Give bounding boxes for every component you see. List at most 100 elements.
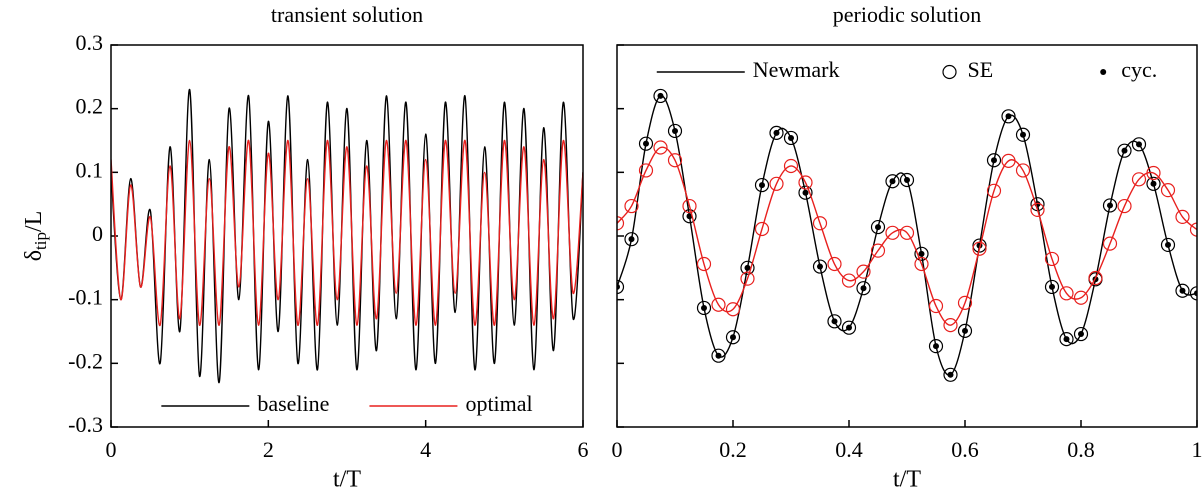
series-line xyxy=(111,139,583,326)
legend-symbol xyxy=(1100,69,1107,75)
circle-marker xyxy=(943,318,958,333)
dot-marker xyxy=(918,250,925,257)
plot-frame xyxy=(616,44,1198,428)
y-axis-label: δtip/L xyxy=(21,211,50,262)
dot-marker xyxy=(889,178,896,185)
dot-marker xyxy=(933,343,939,350)
circle-marker xyxy=(624,232,639,247)
x-tick-label: 0 xyxy=(106,437,117,462)
dot-marker xyxy=(947,371,954,378)
circle-marker xyxy=(1030,202,1045,217)
circle-marker xyxy=(870,219,886,235)
circle-marker xyxy=(638,136,654,151)
dot-marker xyxy=(875,224,881,231)
circle-marker xyxy=(1073,326,1089,342)
circle-marker xyxy=(740,271,755,286)
circle-marker xyxy=(928,298,944,314)
legend-label: Newmark xyxy=(753,57,840,82)
circle-marker xyxy=(696,300,712,316)
circle-marker xyxy=(783,158,799,174)
series-line xyxy=(111,88,583,384)
circle-marker xyxy=(870,243,886,258)
legend-label: baseline xyxy=(257,391,329,416)
dot-marker xyxy=(1136,141,1142,148)
circle-marker xyxy=(885,174,900,189)
y-tick-label: -0.3 xyxy=(68,412,103,437)
plot-frame xyxy=(110,44,584,428)
x-tick-label: 0.4 xyxy=(835,437,863,462)
dot-marker xyxy=(904,176,910,183)
circle-marker xyxy=(1175,283,1190,298)
dot-marker xyxy=(817,263,823,270)
dot-marker xyxy=(1049,283,1055,290)
y-label-rest: /L xyxy=(21,211,47,232)
dot-marker xyxy=(701,304,707,311)
circle-marker xyxy=(1001,153,1016,168)
y-label-sub: tip xyxy=(31,232,50,250)
dot-marker xyxy=(759,182,765,189)
dot-marker xyxy=(1150,180,1157,187)
circle-marker xyxy=(856,264,871,279)
circle-marker xyxy=(899,172,915,188)
circle-marker xyxy=(812,259,828,274)
x-tick-label: 0.2 xyxy=(719,437,747,462)
dot-marker xyxy=(744,264,751,271)
circle-marker xyxy=(914,246,929,261)
circle-marker xyxy=(798,175,813,190)
dot-marker xyxy=(831,318,838,325)
dot-marker xyxy=(715,352,722,359)
legend: baseline optimal xyxy=(161,391,533,416)
series-line xyxy=(617,95,1197,376)
circle-marker xyxy=(1146,165,1161,181)
circle-marker xyxy=(624,198,639,214)
dot-marker xyxy=(1107,202,1113,209)
dot-marker xyxy=(1078,331,1084,338)
circle-marker xyxy=(667,153,683,168)
circle-marker xyxy=(1073,290,1089,305)
circle-marker xyxy=(1102,198,1118,213)
circle-marker xyxy=(1131,137,1147,152)
series-line xyxy=(617,146,1197,326)
circle-marker xyxy=(928,339,944,354)
circle-marker xyxy=(653,140,668,155)
circle-marker xyxy=(885,225,900,240)
circle-marker xyxy=(943,367,958,382)
x-tick-label: 4 xyxy=(420,437,431,462)
circle-marker xyxy=(972,238,987,253)
circle-marker xyxy=(1131,172,1147,187)
plot-area xyxy=(617,88,1197,382)
circle-marker xyxy=(617,279,625,295)
circle-marker xyxy=(682,209,697,224)
legend-symbol xyxy=(942,64,957,80)
circle-marker xyxy=(1160,237,1176,253)
plot-area xyxy=(111,88,583,384)
circle-marker xyxy=(711,297,726,312)
dot-marker xyxy=(1165,241,1171,248)
legend: Newmark SE cyc. xyxy=(656,57,1157,82)
circle-marker xyxy=(1189,286,1197,301)
circle-marker xyxy=(1044,251,1060,267)
circle-marker xyxy=(769,176,784,191)
circle-marker xyxy=(1102,236,1118,251)
circle-marker xyxy=(841,320,857,335)
y-tick-label: 0.2 xyxy=(76,94,104,119)
circle-marker xyxy=(957,323,973,338)
circle-marker xyxy=(1059,286,1074,301)
dot-marker xyxy=(991,157,997,164)
circle-marker xyxy=(617,216,625,231)
circle-marker xyxy=(653,88,668,104)
circle-marker xyxy=(1117,198,1132,214)
circle-marker xyxy=(798,185,813,200)
circle-marker xyxy=(638,163,654,178)
circle-marker xyxy=(783,130,799,146)
dot-marker xyxy=(802,189,809,196)
dot-marker xyxy=(730,334,736,341)
x-tick-label: 6 xyxy=(578,437,589,462)
circle-marker xyxy=(1044,279,1060,295)
circle-marker xyxy=(682,198,697,214)
circle-marker xyxy=(957,295,973,310)
circle-marker xyxy=(711,348,726,363)
legend-label: optimal xyxy=(465,391,532,416)
chart-title: transient solution xyxy=(271,2,423,27)
circle-marker xyxy=(769,125,784,140)
